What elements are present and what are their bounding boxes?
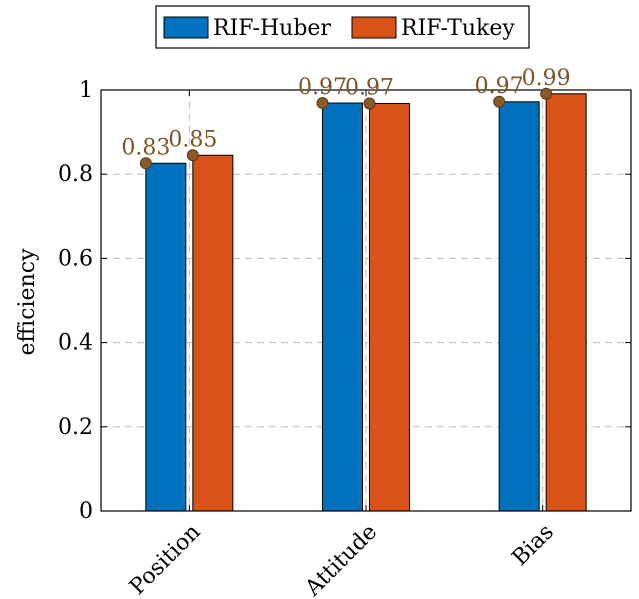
y-tick-label: 0.8 [58, 162, 93, 187]
y-tick-label: 1 [79, 78, 93, 103]
y-axis-label: efficiency [15, 248, 40, 356]
data-markers [139, 87, 553, 170]
bar-rif-huber-bias [498, 101, 540, 512]
bar-rif-tukey-attitude [369, 102, 410, 512]
x-tick-label: Attitude [300, 520, 382, 599]
data-label: 0.85 [168, 127, 217, 152]
legend-box [155, 5, 530, 49]
y-tick-label: 0.2 [58, 415, 93, 440]
legend-swatch-rif-huber [163, 16, 209, 39]
legend-swatch-rif-tukey [351, 16, 397, 39]
y-tick-label: 0.6 [58, 246, 93, 271]
y-tick-label: 0 [79, 499, 93, 524]
bar-rif-huber-attitude [322, 102, 363, 512]
data-label: 0.99 [522, 66, 571, 91]
y-tick-label: 0.4 [58, 331, 93, 356]
data-point-marker [186, 149, 199, 162]
data-label: 0.97 [298, 75, 347, 100]
data-label: 0.97 [345, 75, 394, 100]
data-point-marker [493, 95, 506, 108]
data-point-marker [540, 87, 553, 100]
legend-label: RIF-Tukey [401, 16, 515, 41]
x-tick-label: Bias [508, 520, 559, 571]
bars [145, 93, 587, 512]
x-tick-label: Position [125, 520, 205, 599]
bar-rif-huber-position [145, 162, 187, 512]
data-point-marker [139, 157, 152, 170]
data-point-marker [316, 97, 329, 110]
bar-rif-tukey-position [192, 154, 234, 512]
data-label: 0.83 [121, 135, 170, 160]
legend-label: RIF-Huber [213, 16, 331, 41]
data-labels: 0.830.97 0.970.850.97 0.99 [121, 66, 570, 160]
data-label: 0.97 [475, 74, 524, 99]
legend: RIF-Huber RIF-Tukey [155, 5, 530, 49]
bar-rif-tukey-bias [545, 93, 587, 512]
data-point-marker [363, 97, 376, 110]
